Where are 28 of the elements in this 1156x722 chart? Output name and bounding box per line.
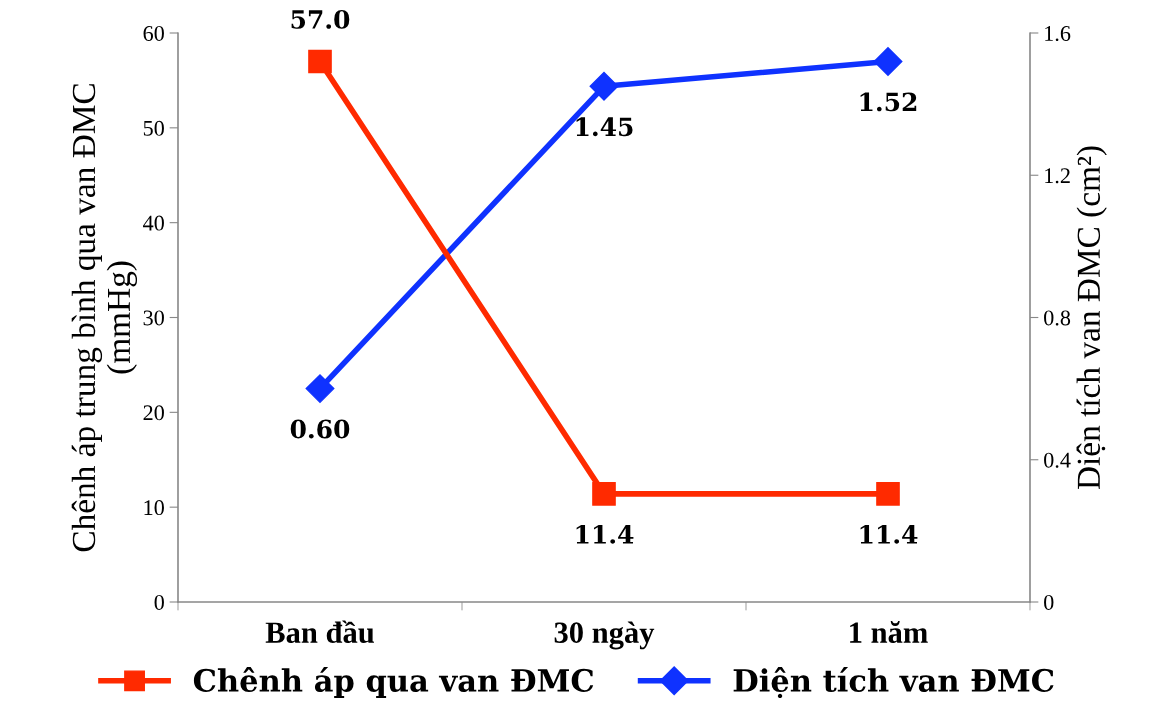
y-tick-label: 60 <box>143 25 164 41</box>
legend-label: Chênh áp qua van ĐMC <box>193 667 594 698</box>
y2-tick-label: 0 <box>1044 594 1054 610</box>
point <box>589 71 619 101</box>
y-tick-label: 10 <box>144 500 164 516</box>
data-label: 1.45 <box>576 117 633 137</box>
y2-tick-label: 1.6 <box>1045 25 1071 42</box>
data-label: 11.4 <box>576 524 634 544</box>
data-label: 57.0 <box>291 9 350 29</box>
y2-tick-label: 1.2 <box>1045 168 1070 184</box>
legend-label: Diện tích van ĐMC <box>733 667 1054 699</box>
y-tick-label: 20 <box>143 405 164 421</box>
point <box>873 47 903 76</box>
y-tick-label: 50 <box>143 120 164 136</box>
data-label: 1.52 <box>860 92 917 112</box>
y2-tick-label: 0.8 <box>1044 310 1071 326</box>
x-tick-label: 1 năm <box>850 621 928 643</box>
y-axis-title: Chênh áp trung bình qua van ĐMC (mmHg) <box>71 84 138 552</box>
y-tick-label: 0 <box>154 594 164 610</box>
data-label: 0.60 <box>290 419 350 439</box>
y-tick-label: 40 <box>143 215 164 231</box>
y2-axis-title: Diện tích van ĐMC (cm²) <box>1076 146 1107 490</box>
data-label: 11.4 <box>860 524 918 544</box>
y2-tick-label: 0.4 <box>1044 452 1071 468</box>
x-tick-label: 30 ngày <box>554 621 655 650</box>
x-tick-label: Ban đầu <box>265 620 374 644</box>
point <box>305 374 335 404</box>
y-tick-label: 30 <box>143 310 164 326</box>
